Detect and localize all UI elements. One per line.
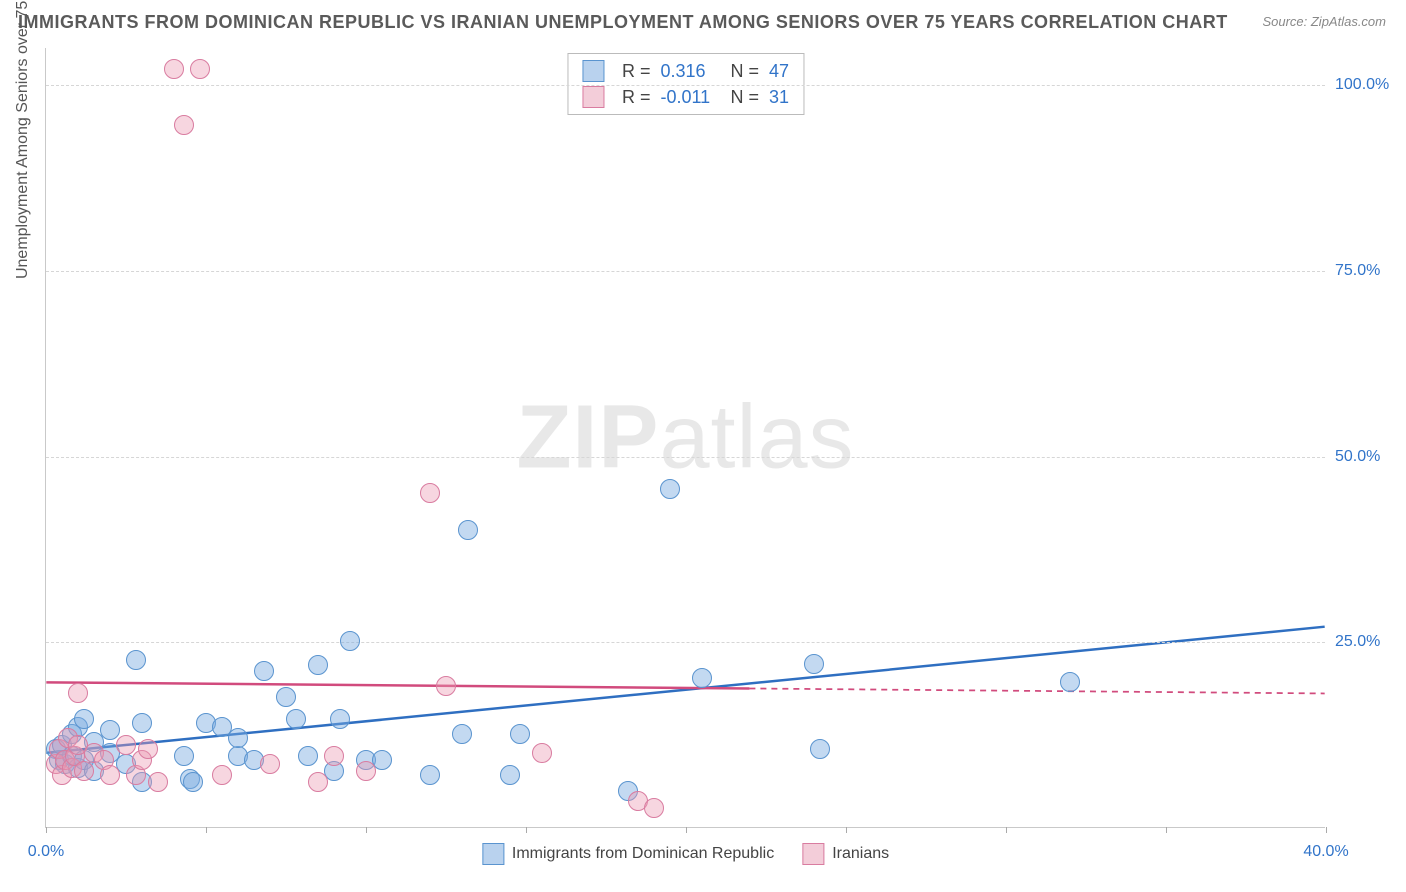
x-tick-mark (526, 827, 527, 833)
dot-series-a (174, 746, 194, 766)
x-tick-mark (846, 827, 847, 833)
dot-series-b (356, 761, 376, 781)
dot-series-b (174, 115, 194, 135)
gridline (46, 271, 1325, 272)
dot-series-a (804, 654, 824, 674)
legend-label: Iranians (832, 845, 889, 862)
x-tick-mark (1006, 827, 1007, 833)
y-tick-label: 75.0% (1335, 262, 1395, 280)
dot-series-a (810, 739, 830, 759)
plot-area: ZIPatlas R = 0.316N = 47R = -0.011N = 31… (45, 48, 1325, 828)
dot-series-b (308, 772, 328, 792)
n-label: N = (730, 87, 759, 108)
legend-swatch-icon (582, 86, 604, 108)
legend-label: Immigrants from Dominican Republic (512, 845, 774, 862)
y-axis-label: Unemployment Among Seniors over 75 years (14, 0, 32, 279)
dot-series-b (324, 746, 344, 766)
gridline (46, 85, 1325, 86)
n-value: 31 (769, 87, 789, 108)
dot-series-a (1060, 672, 1080, 692)
x-tick-mark (1166, 827, 1167, 833)
dot-series-b (138, 739, 158, 759)
gridline (46, 642, 1325, 643)
r-label: R = (622, 87, 651, 108)
x-tick-mark (206, 827, 207, 833)
bottom-legend: Immigrants from Dominican Republic Irania… (482, 843, 889, 865)
r-label: R = (622, 61, 651, 82)
dot-series-a (298, 746, 318, 766)
dot-series-b (260, 754, 280, 774)
dot-series-b (436, 676, 456, 696)
x-tick-mark (1326, 827, 1327, 833)
x-tick-mark (366, 827, 367, 833)
stats-row: R = 0.316 N = 47 (582, 58, 789, 84)
stats-row: R = -0.011 N = 31 (582, 84, 789, 110)
gridline (46, 457, 1325, 458)
dot-series-a (330, 709, 350, 729)
trend-line-extrapolated (749, 688, 1324, 693)
dot-series-b (644, 798, 664, 818)
legend-item: Iranians (802, 843, 889, 865)
chart-title: IMMIGRANTS FROM DOMINICAN REPUBLIC VS IR… (18, 12, 1228, 33)
n-value: 47 (769, 61, 789, 82)
dot-series-a (308, 655, 328, 675)
trend-line (46, 682, 749, 688)
dot-series-a (228, 728, 248, 748)
dot-series-a (660, 479, 680, 499)
r-value: 0.316 (660, 61, 720, 82)
dot-series-a (500, 765, 520, 785)
dot-series-b (68, 683, 88, 703)
legend-swatch-icon (482, 843, 504, 865)
dot-series-a (692, 668, 712, 688)
y-tick-label: 25.0% (1335, 633, 1395, 651)
dot-series-a (126, 650, 146, 670)
dot-series-a (420, 765, 440, 785)
dot-series-b (190, 59, 210, 79)
legend-swatch-icon (802, 843, 824, 865)
x-tick-mark (686, 827, 687, 833)
legend-item: Immigrants from Dominican Republic (482, 843, 774, 865)
dot-series-a (183, 772, 203, 792)
x-tick-mark (46, 827, 47, 833)
trend-lines (46, 48, 1325, 827)
dot-series-a (452, 724, 472, 744)
correlation-stats-box: R = 0.316 N = 47 R = -0.011 N = 31 (567, 53, 804, 115)
dot-series-a (74, 709, 94, 729)
dot-series-a (340, 631, 360, 651)
dot-series-b (74, 761, 94, 781)
x-tick-label: 0.0% (28, 843, 64, 861)
source-value: ZipAtlas.com (1311, 14, 1386, 29)
y-tick-label: 100.0% (1335, 76, 1395, 94)
dot-series-a (286, 709, 306, 729)
dot-series-b (116, 735, 136, 755)
dot-series-a (132, 713, 152, 733)
dot-series-b (420, 483, 440, 503)
dot-series-a (458, 520, 478, 540)
legend-swatch-icon (582, 60, 604, 82)
dot-series-a (510, 724, 530, 744)
source-label: Source: (1262, 14, 1310, 29)
dot-series-a (276, 687, 296, 707)
dot-series-b (100, 765, 120, 785)
n-label: N = (730, 61, 759, 82)
x-tick-label: 40.0% (1303, 843, 1348, 861)
dot-series-a (100, 720, 120, 740)
y-tick-label: 50.0% (1335, 448, 1395, 466)
dot-series-b (532, 743, 552, 763)
r-value: -0.011 (660, 87, 720, 108)
dot-series-b (148, 772, 168, 792)
source-attribution: Source: ZipAtlas.com (1262, 14, 1386, 29)
dot-series-b (164, 59, 184, 79)
dot-series-b (212, 765, 232, 785)
dot-series-a (254, 661, 274, 681)
